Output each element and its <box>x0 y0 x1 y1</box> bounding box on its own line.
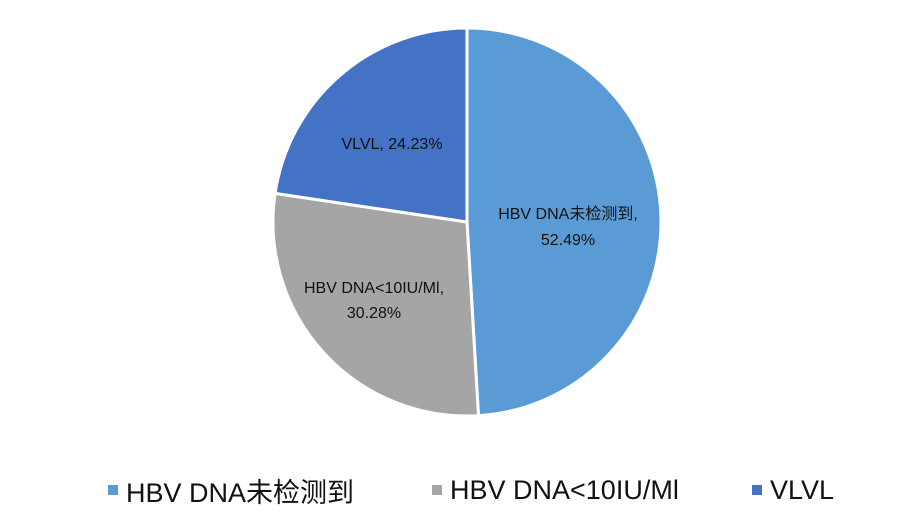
legend-item-vlvl: VLVL <box>752 470 834 510</box>
slice-label-hbv-undetected-line1: HBV DNA未检测到, <box>498 205 638 223</box>
legend-item-hbv-undetected: HBV DNA未检测到 <box>108 470 354 510</box>
pie-slice-hbv-lt10 <box>271 191 480 418</box>
pie-slice-hbv-undetected <box>465 26 663 418</box>
legend-swatch-hbv-lt10 <box>432 485 442 495</box>
legend-swatch-vlvl <box>752 485 762 495</box>
legend-label-vlvl: VLVL <box>770 474 835 505</box>
slice-label-hbv-lt10-line1: HBV DNA<10IU/Ml, <box>304 280 444 297</box>
legend-item-hbv-lt10: HBV DNA<10IU/Ml <box>432 470 679 510</box>
slice-label-hbv-undetected-line2: 52.49% <box>541 232 595 249</box>
pie-slice-vlvl <box>273 26 469 224</box>
chart-legend: HBV DNA未检测到 HBV DNA<10IU/Ml VLVL <box>0 470 897 510</box>
slice-label-vlvl-line1: VLVL, 24.23% <box>341 136 442 153</box>
legend-label-hbv-undetected: HBV DNA未检测到 <box>126 477 355 508</box>
pie-slices <box>271 26 663 418</box>
pie-slice-labels: HBV DNA未检测到, 52.49% HBV DNA<10IU/Ml, 30.28%… <box>304 136 638 322</box>
slice-label-hbv-lt10-line2: 30.28% <box>347 305 401 322</box>
legend-swatch-hbv-undetected <box>108 485 118 495</box>
legend-label-hbv-lt10: HBV DNA<10IU/Ml <box>450 474 679 505</box>
